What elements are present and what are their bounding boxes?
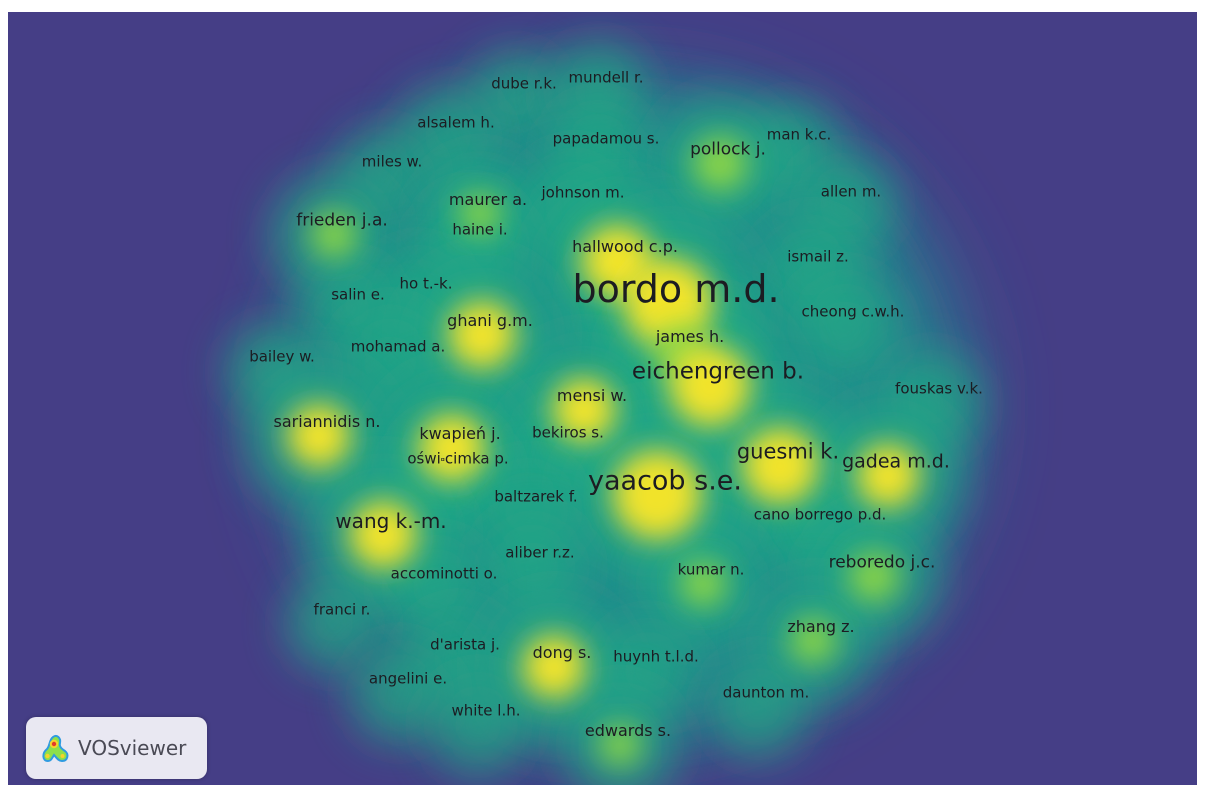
vosviewer-logo[interactable]: VOSviewer — [26, 717, 207, 779]
density-peak-17 — [448, 301, 516, 369]
density-blob-45 — [708, 657, 808, 757]
author-label[interactable]: haine i. — [452, 220, 508, 239]
density-blob-39 — [287, 577, 381, 671]
author-label[interactable]: frieden j.a. — [296, 210, 388, 231]
author-label[interactable]: johnson m. — [541, 183, 625, 202]
app-name: VOSviewer — [78, 736, 187, 760]
author-label[interactable]: edwards s. — [584, 721, 672, 740]
density-peak-7 — [459, 193, 501, 235]
density-peak-5 — [692, 136, 748, 192]
density-blob-18 — [792, 273, 898, 379]
author-label[interactable]: pollock j. — [690, 139, 766, 160]
author-label[interactable]: yaacob s.e. — [588, 465, 742, 497]
author-label[interactable]: ho t.-k. — [399, 274, 453, 293]
author-label[interactable]: baltzarek f. — [494, 487, 578, 506]
author-label[interactable]: sariannidis n. — [273, 412, 381, 431]
author-label[interactable]: angelini e. — [368, 669, 448, 688]
author-label[interactable]: james h. — [655, 327, 725, 346]
author-label[interactable]: man k.c. — [766, 125, 832, 144]
density-peak-23 — [552, 378, 616, 442]
density-peak-28 — [741, 427, 819, 505]
author-label[interactable]: eichengreen b. — [631, 358, 805, 385]
author-label[interactable]: aliber r.z. — [505, 543, 575, 562]
density-peak-31 — [612, 450, 702, 540]
author-label[interactable]: reboredo j.c. — [828, 552, 936, 573]
author-label[interactable]: bordo m.d. — [572, 267, 780, 311]
author-label[interactable]: d'arista j. — [430, 635, 500, 654]
density-peak-10 — [311, 212, 357, 258]
author-label[interactable]: mundell r. — [568, 68, 644, 87]
author-label[interactable]: wang k.-m. — [335, 509, 447, 533]
author-label[interactable]: white l.h. — [451, 701, 521, 720]
vosviewer-logo-icon — [42, 734, 69, 763]
author-label[interactable]: guesmi k. — [736, 439, 840, 464]
density-heatmap — [227, 42, 981, 785]
author-label[interactable]: zhang z. — [787, 617, 855, 636]
author-label[interactable]: bekiros s. — [532, 423, 604, 442]
density-peak-36 — [680, 561, 726, 607]
author-label[interactable]: huynh t.l.d. — [613, 647, 699, 666]
author-label[interactable]: hallwood c.p. — [572, 237, 678, 256]
author-label[interactable]: ghani g.m. — [447, 311, 533, 330]
density-peak-47 — [599, 724, 641, 766]
density-peak-37 — [849, 552, 899, 602]
density-peak-25 — [287, 404, 351, 468]
author-label[interactable]: papadamou s. — [552, 129, 660, 148]
author-label[interactable]: mensi w. — [556, 386, 628, 405]
author-label[interactable]: dube r.k. — [491, 74, 557, 93]
author-label[interactable]: dong s. — [532, 643, 592, 662]
author-label[interactable]: kwapień j. — [419, 424, 501, 443]
density-blob-44 — [350, 643, 450, 743]
author-label[interactable]: accominotti o. — [390, 564, 498, 583]
density-peak-42 — [522, 635, 586, 699]
author-label[interactable]: salin e. — [331, 285, 385, 304]
author-label[interactable]: maurer a. — [448, 190, 528, 209]
density-map-canvas[interactable]: dube r.k. mundell r. alsalem h. papadamou s… — [8, 12, 1197, 785]
author-label[interactable]: alsalem h. — [417, 113, 495, 132]
author-label[interactable]: mohamad a. — [350, 337, 446, 356]
density-peak-33 — [349, 501, 417, 569]
author-label[interactable]: gadea m.d. — [842, 450, 950, 473]
author-label[interactable]: bailey w. — [249, 347, 315, 366]
density-peak-22 — [669, 345, 751, 427]
density-blob-46 — [428, 675, 528, 775]
density-peak-29 — [856, 444, 920, 508]
author-label[interactable]: cano borrego p.d. — [753, 505, 887, 524]
density-peak-40 — [790, 618, 836, 664]
density-hot-layer — [287, 136, 920, 766]
author-label[interactable]: franci r. — [313, 600, 371, 619]
author-label[interactable]: ismail z. — [787, 247, 849, 266]
author-label[interactable]: miles w. — [361, 152, 423, 171]
author-label[interactable]: cheong c.w.h. — [801, 302, 905, 321]
author-label[interactable]: oświ⬞cimka p. — [407, 449, 509, 468]
author-label[interactable]: fouskas v.k. — [895, 379, 983, 398]
author-label[interactable]: allen m. — [820, 182, 882, 201]
author-label[interactable]: kumar n. — [677, 560, 745, 579]
density-peak-26 — [418, 414, 486, 482]
author-label[interactable]: daunton m. — [722, 683, 810, 702]
